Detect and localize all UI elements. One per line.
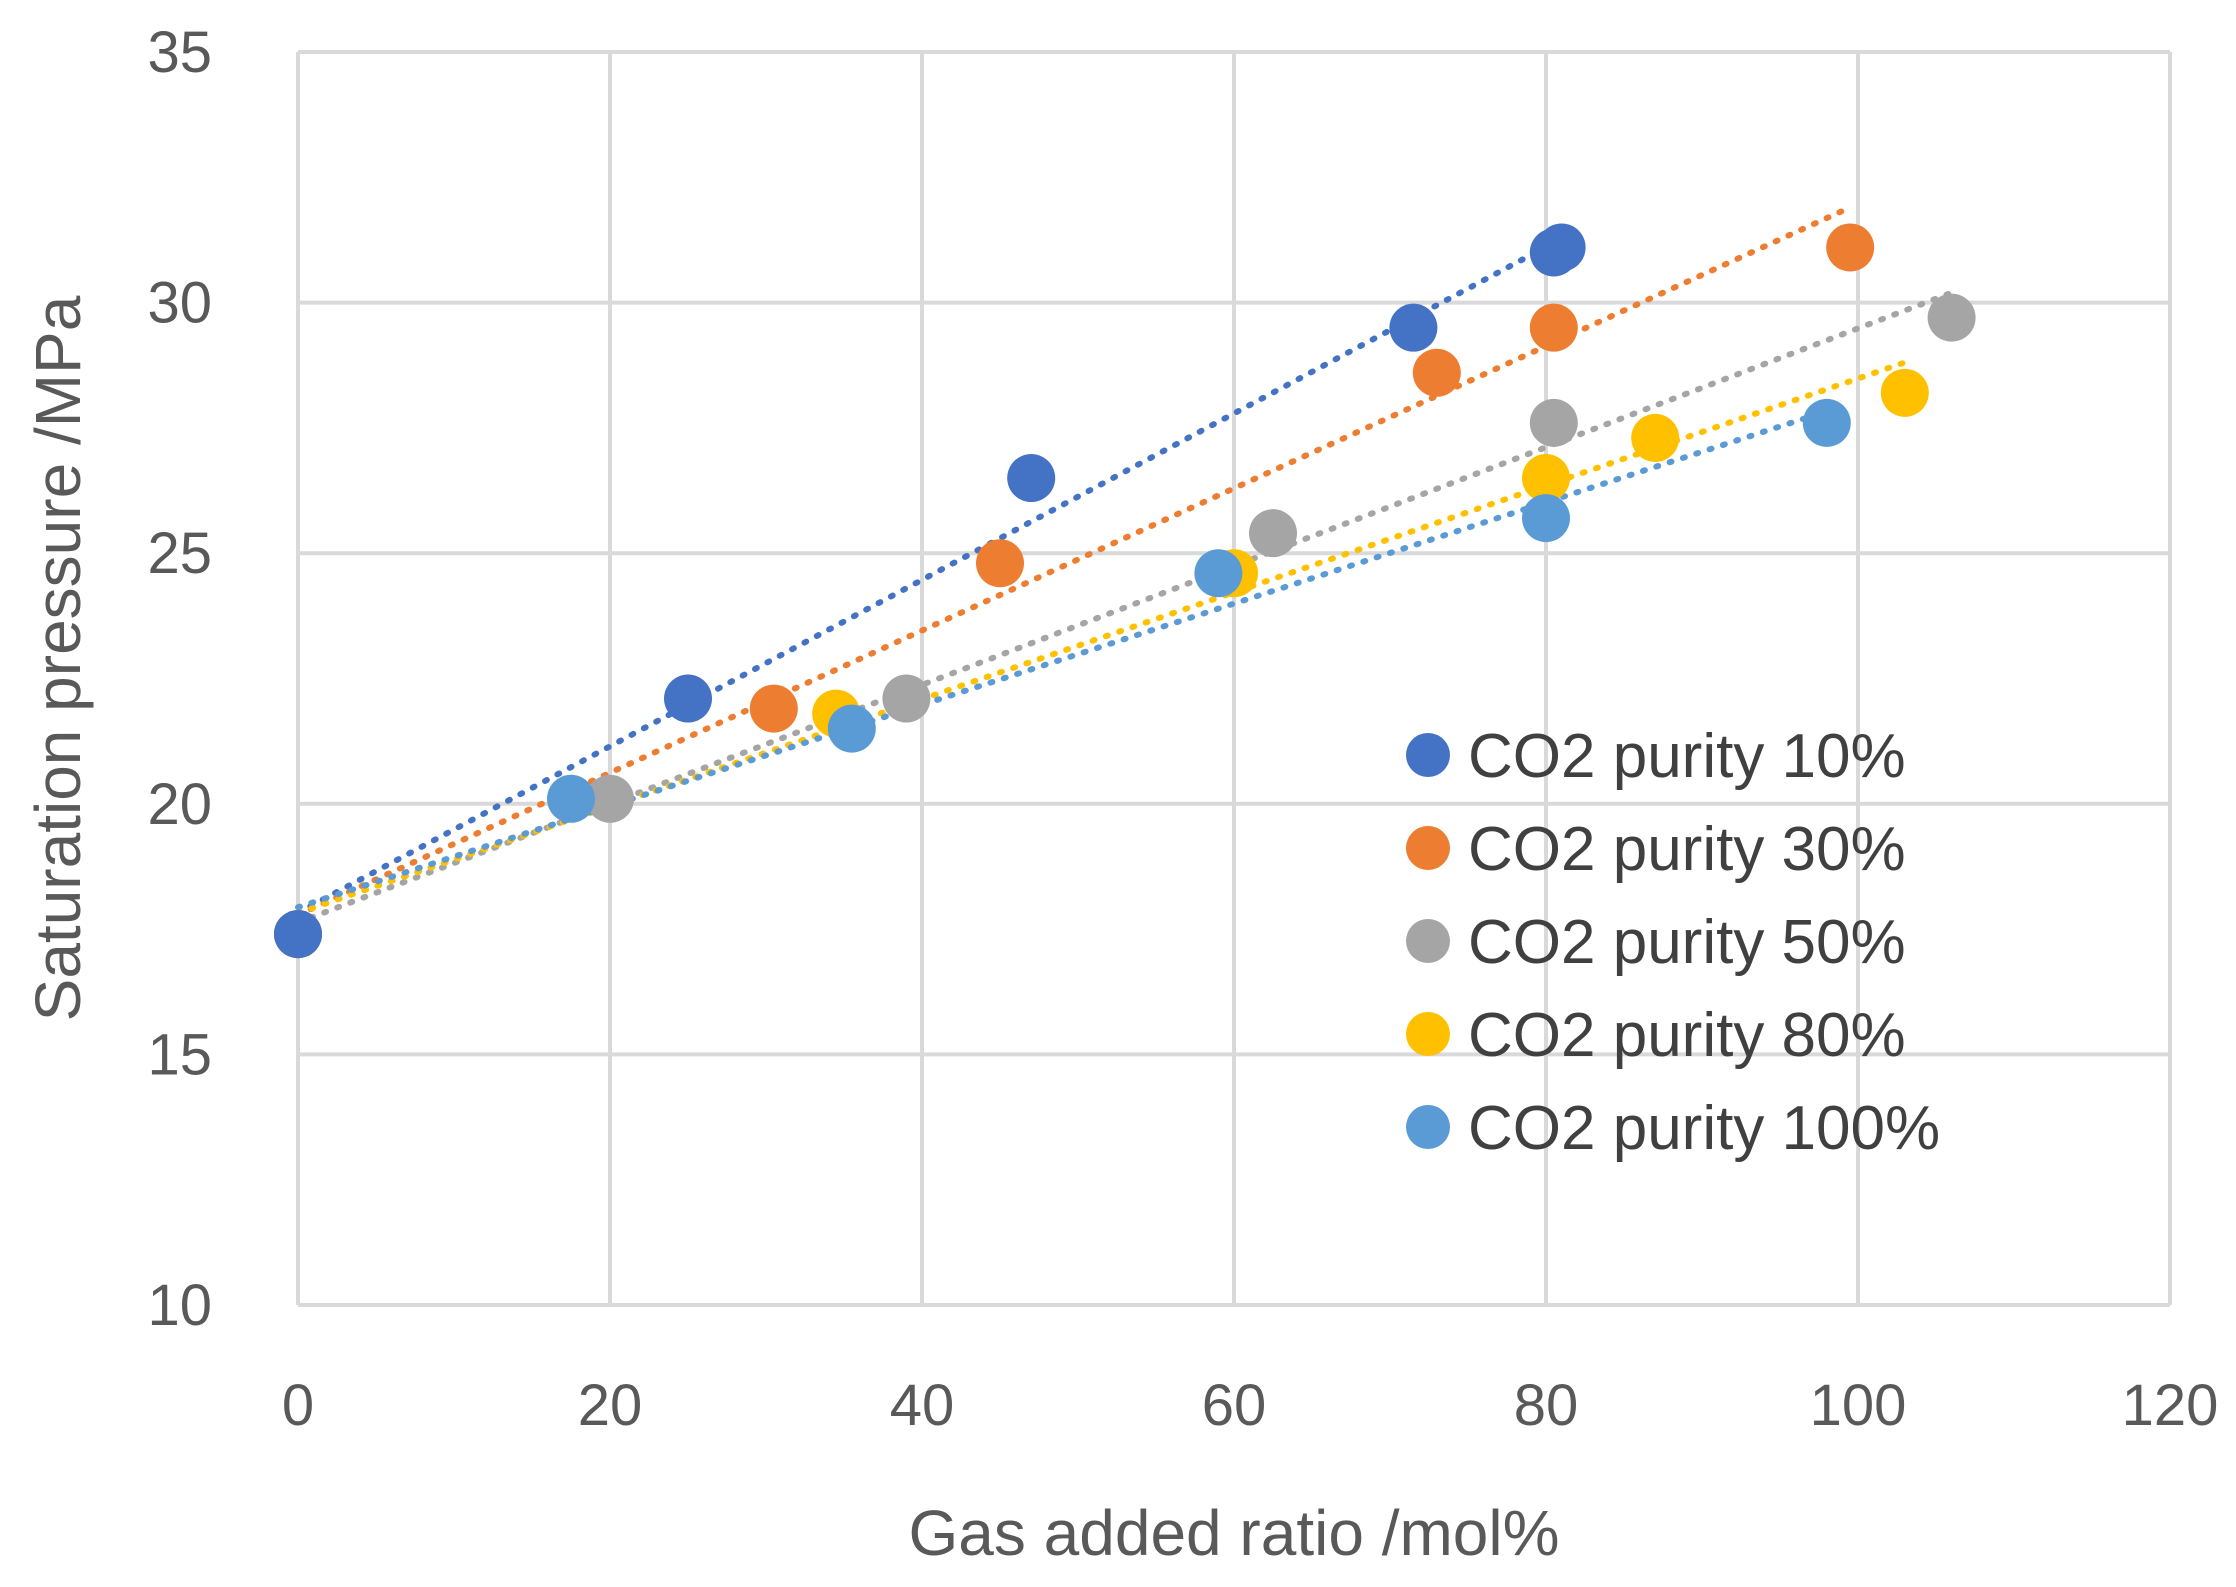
data-points bbox=[274, 223, 1976, 959]
y-tick-label: 30 bbox=[147, 271, 212, 336]
legend-label: CO2 purity 100% bbox=[1468, 1094, 1940, 1163]
legend-marker bbox=[1406, 1105, 1450, 1149]
data-point bbox=[1802, 398, 1851, 447]
legend-marker bbox=[1406, 733, 1450, 777]
y-tick-label: 15 bbox=[147, 1022, 212, 1087]
data-point bbox=[1529, 303, 1578, 352]
data-point bbox=[749, 684, 798, 733]
data-point bbox=[664, 674, 712, 723]
data-point bbox=[586, 774, 634, 823]
data-point bbox=[1412, 348, 1461, 397]
data-point bbox=[1522, 494, 1570, 543]
x-tick-label: 100 bbox=[1810, 1373, 1907, 1438]
data-point bbox=[976, 539, 1024, 588]
y-tick-label: 20 bbox=[147, 772, 212, 837]
data-point bbox=[1927, 293, 1976, 342]
legend-label: CO2 purity 80% bbox=[1468, 1001, 1906, 1070]
y-tick-label: 25 bbox=[147, 521, 212, 586]
trendline bbox=[295, 235, 1565, 916]
y-tick-label: 10 bbox=[147, 1273, 212, 1338]
data-point bbox=[1194, 549, 1243, 598]
x-tick-label: 40 bbox=[890, 1373, 955, 1438]
x-tick-label: 80 bbox=[1514, 1373, 1579, 1438]
data-point bbox=[1826, 223, 1875, 272]
data-point bbox=[1389, 303, 1438, 352]
data-point bbox=[1537, 223, 1586, 272]
data-point bbox=[1007, 454, 1056, 503]
data-point bbox=[547, 774, 595, 823]
data-point bbox=[1880, 368, 1929, 417]
x-tick-label: 20 bbox=[578, 1373, 643, 1438]
data-point bbox=[1522, 454, 1570, 503]
x-tick-label: 0 bbox=[282, 1373, 314, 1438]
trendline bbox=[295, 408, 1830, 911]
trendline bbox=[295, 204, 1854, 919]
legend-label: CO2 purity 30% bbox=[1468, 815, 1906, 884]
legend-label: CO2 purity 10% bbox=[1468, 722, 1906, 791]
y-axis-title: Saturation pressure /MPa bbox=[22, 295, 94, 1021]
legend-marker bbox=[1406, 826, 1450, 870]
x-tick-label: 120 bbox=[2122, 1373, 2219, 1438]
data-point bbox=[1529, 398, 1578, 447]
y-tick-label: 35 bbox=[147, 20, 212, 85]
data-point bbox=[827, 704, 876, 753]
x-axis-title: Gas added ratio /mol% bbox=[909, 1497, 1560, 1569]
legend-marker bbox=[1406, 1012, 1450, 1056]
data-point bbox=[1631, 413, 1680, 462]
x-tick-label: 60 bbox=[1202, 1373, 1267, 1438]
axes bbox=[296, 52, 2170, 1307]
legend: CO2 purity 10% CO2 purity 30% CO2 purity 5… bbox=[1406, 722, 1940, 1163]
legend-label: CO2 purity 50% bbox=[1468, 908, 1906, 977]
data-point bbox=[1249, 509, 1297, 558]
data-point bbox=[274, 910, 322, 959]
data-point bbox=[882, 674, 931, 723]
tick-labels: 0 20 40 60 80 100 120 10 15 20 25 30 35 bbox=[147, 20, 2218, 1438]
legend-marker bbox=[1406, 919, 1450, 963]
